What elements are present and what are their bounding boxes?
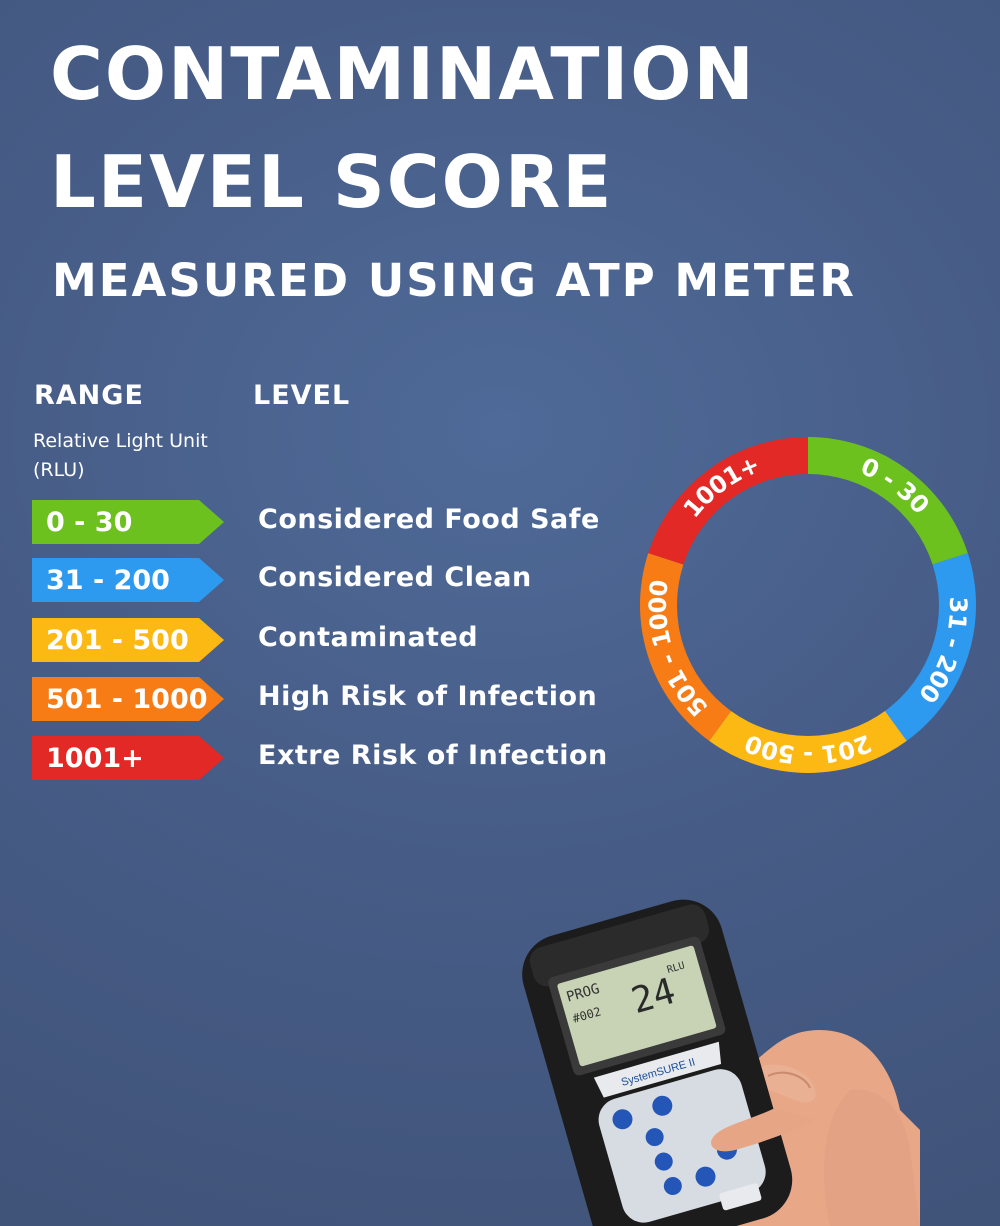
ring-label: 501 - 1000: [644, 578, 713, 722]
range-tag: 31 - 200: [32, 558, 224, 602]
star-icon: [652, 1095, 673, 1116]
level-text: Considered Clean: [258, 562, 532, 593]
ring-segment: [808, 437, 968, 565]
range-column-header: RANGE: [34, 380, 144, 411]
p-icon: [695, 1166, 716, 1187]
range-tag: 501 - 1000: [32, 677, 224, 721]
range-tag: 201 - 500: [32, 618, 224, 662]
device-body: PROG #002 24 RLU SystemSURE II: [522, 899, 793, 1226]
ring-segment: [884, 553, 976, 741]
page-subtitle: MEASURED USING ATP METER: [52, 254, 856, 307]
hand-thumb: [711, 1089, 920, 1226]
page-title-line-2: LEVEL SCORE: [50, 140, 614, 224]
ring-segment: [640, 553, 732, 741]
power-icon: [612, 1109, 633, 1130]
down-arrow-icon: [663, 1177, 682, 1196]
ring-segment: [709, 710, 907, 773]
level-text: Extre Risk of Infection: [258, 740, 608, 771]
rlu-unit-label: Relative Light Unit (RLU): [33, 430, 208, 481]
level-text: High Risk of Infection: [258, 681, 598, 712]
range-tag: 1001+: [32, 736, 224, 780]
level-column-header: LEVEL: [253, 380, 351, 411]
level-text: Contaminated: [258, 622, 479, 653]
atp-meter-illustration: PROG #002 24 RLU SystemSURE II: [522, 899, 920, 1226]
range-tag: 0 - 30: [32, 500, 224, 544]
page-title-line-1: CONTAMINATION: [50, 32, 756, 116]
ok-icon: [654, 1152, 673, 1171]
screen-unit: RLU: [666, 960, 686, 976]
level-text: Considered Food Safe: [258, 504, 600, 535]
up-arrow-icon: [645, 1128, 664, 1147]
ring-segment: [648, 437, 808, 565]
